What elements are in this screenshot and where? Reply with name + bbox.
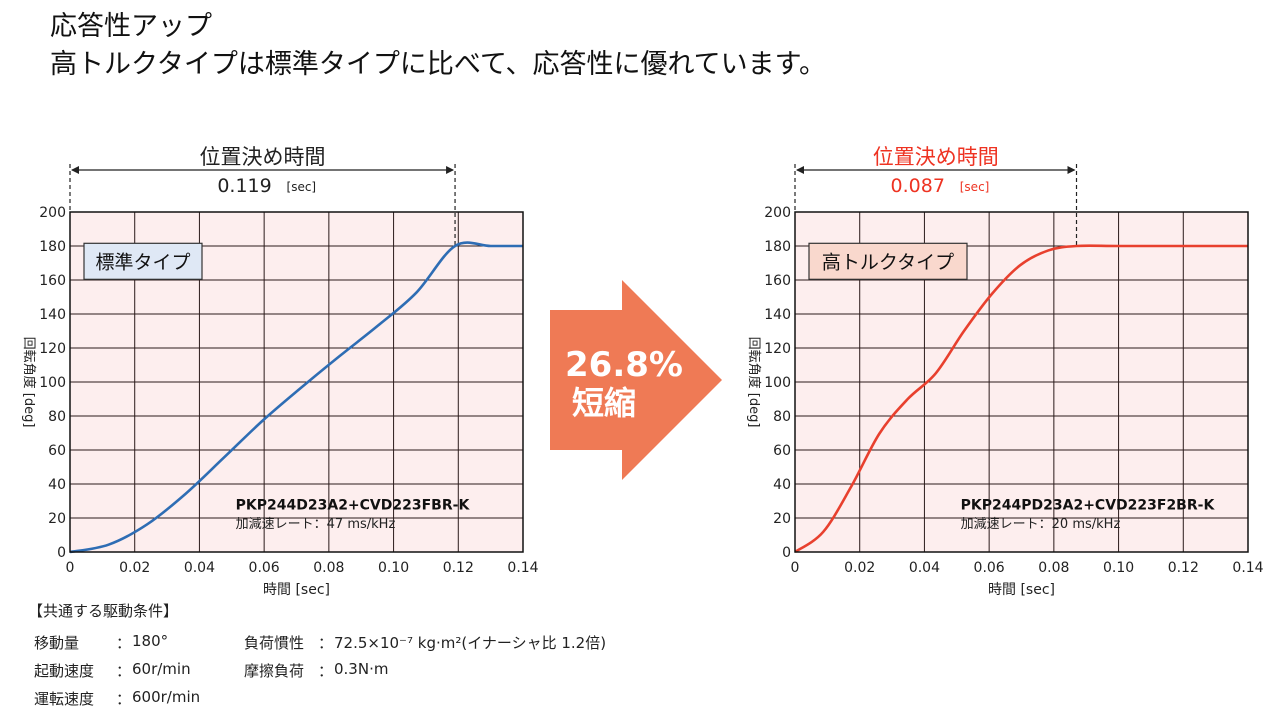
- y-tick-label: 80: [48, 409, 66, 425]
- dimension-arrowhead-left: [71, 166, 79, 174]
- condition-sep: ：: [318, 634, 334, 652]
- condition-value: 180°: [132, 632, 169, 650]
- x-tick-label: 0.06: [249, 560, 280, 576]
- positioning-time-unit: [sec]: [287, 180, 317, 194]
- condition-value: 0.3N·m: [334, 660, 389, 678]
- y-tick-label: 0: [782, 545, 791, 561]
- y-tick-label: 140: [39, 307, 66, 323]
- x-axis-label: 時間 [sec]: [263, 582, 330, 598]
- arrow-shape: [550, 280, 722, 480]
- dimension-arrowhead-right: [446, 166, 455, 174]
- y-tick-label: 140: [764, 307, 791, 323]
- y-tick-label: 60: [773, 443, 791, 459]
- x-tick-label: 0.02: [844, 560, 875, 576]
- x-tick-label: 0.08: [313, 560, 344, 576]
- condition-sep: ：: [116, 690, 132, 708]
- y-tick-label: 100: [764, 375, 791, 391]
- acceleration-rate: 加減速レート：20 ms/kHz: [961, 516, 1121, 532]
- condition-sep: ：: [116, 634, 132, 652]
- x-tick-label: 0.14: [1232, 560, 1263, 576]
- header-description: 高トルクタイプは標準タイプに比べて、応答性に優れています。: [50, 49, 826, 80]
- positioning-title: 位置決め時間: [873, 145, 999, 169]
- condition-label: 起動速度: [34, 662, 95, 680]
- x-tick-label: 0.08: [1038, 560, 1069, 576]
- y-tick-label: 160: [39, 273, 66, 289]
- y-tick-label: 0: [57, 545, 66, 561]
- y-tick-label: 200: [39, 205, 66, 221]
- positioning-time-value: 0.119: [217, 175, 271, 197]
- type-label-box: [83, 242, 203, 280]
- motor-model: PKP244PD23A2+CVD223F2BR-K: [961, 498, 1216, 514]
- y-axis-label: 回転角度 [deg]: [21, 337, 37, 428]
- y-tick-label: 100: [39, 375, 66, 391]
- positioning-time-unit: [sec]: [960, 180, 990, 194]
- y-tick-label: 160: [764, 273, 791, 289]
- positioning-title: 位置決め時間: [200, 145, 326, 169]
- y-axis-label: 回転角度 [deg]: [746, 337, 762, 428]
- condition-label: 摩擦負荷: [244, 662, 305, 680]
- dimension-arrowhead-left: [796, 166, 804, 174]
- x-axis-label: 時間 [sec]: [988, 582, 1055, 598]
- acceleration-rate: 加減速レート：47 ms/kHz: [236, 516, 396, 532]
- arrow-percent: 26.8%: [565, 345, 683, 385]
- page-header: 応答性アップ 高トルクタイプは標準タイプに比べて、応答性に優れています。: [50, 8, 826, 84]
- y-tick-label: 120: [39, 341, 66, 357]
- plot-frame: [69, 211, 524, 553]
- type-label-text: 高トルクタイプ: [822, 251, 954, 273]
- y-tick-label: 180: [39, 239, 66, 255]
- positioning-time-value: 0.087: [891, 175, 945, 197]
- x-tick-label: 0.02: [119, 560, 150, 576]
- condition-label: 移動量: [34, 634, 80, 652]
- x-tick-label: 0.10: [1103, 560, 1134, 576]
- condition-value: 600r/min: [132, 688, 201, 706]
- x-tick-label: 0.14: [507, 560, 538, 576]
- x-tick-label: 0.04: [909, 560, 940, 576]
- x-tick-label: 0.04: [184, 560, 215, 576]
- condition-value: 60r/min: [132, 660, 191, 678]
- conditions-title: 【共通する駆動条件】: [28, 602, 179, 620]
- y-tick-label: 20: [48, 511, 66, 527]
- y-tick-label: 60: [48, 443, 66, 459]
- y-tick-label: 180: [764, 239, 791, 255]
- plot-frame: [794, 211, 1249, 553]
- motor-model: PKP244D23A2+CVD223FBR-K: [236, 498, 471, 514]
- condition-sep: ：: [116, 662, 132, 680]
- type-label-text: 標準タイプ: [95, 251, 190, 273]
- response-curve: [69, 241, 523, 554]
- x-tick-label: 0.06: [974, 560, 1005, 576]
- condition-label: 負荷慣性: [244, 634, 305, 652]
- x-tick-label: 0.10: [378, 560, 409, 576]
- y-tick-label: 80: [773, 409, 791, 425]
- arrow-label: 短縮: [572, 384, 636, 422]
- y-tick-label: 40: [48, 477, 66, 493]
- condition-label: 運転速度: [34, 690, 95, 708]
- x-tick-label: 0.12: [443, 560, 474, 576]
- x-tick-label: 0: [791, 560, 800, 576]
- x-tick-label: 0: [66, 560, 75, 576]
- y-tick-label: 200: [764, 205, 791, 221]
- condition-sep: ：: [318, 662, 334, 680]
- dimension-arrowhead-right: [1067, 166, 1076, 174]
- y-tick-label: 40: [773, 477, 791, 493]
- y-tick-label: 20: [773, 511, 791, 527]
- type-label-box: [808, 242, 968, 280]
- x-tick-label: 0.12: [1168, 560, 1199, 576]
- header-title: 応答性アップ: [50, 11, 212, 42]
- y-tick-label: 120: [764, 341, 791, 357]
- response-curve: [794, 244, 1248, 554]
- condition-value: 72.5×10⁻⁷ kg·m²(イナーシャ比 1.2倍): [334, 634, 607, 652]
